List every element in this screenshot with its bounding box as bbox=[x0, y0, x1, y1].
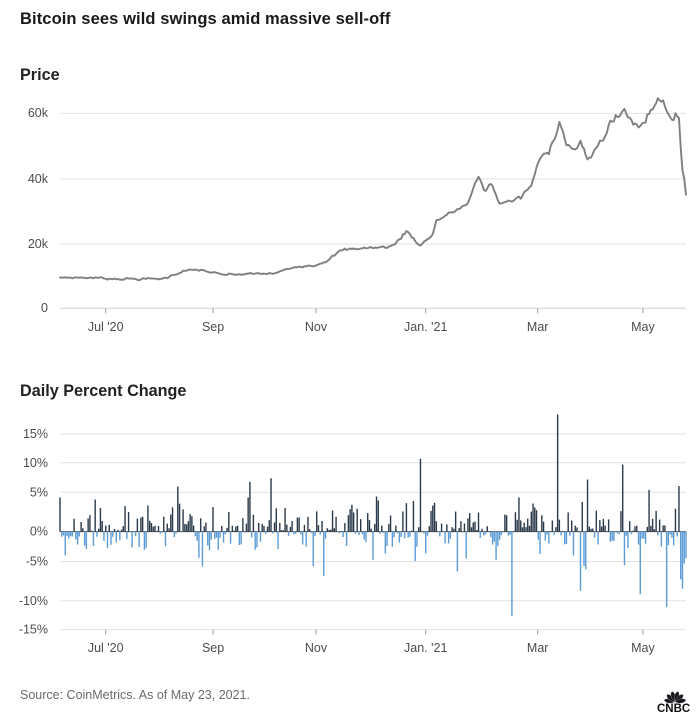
svg-text:CNBC: CNBC bbox=[657, 703, 690, 714]
svg-text:Nov: Nov bbox=[305, 641, 328, 655]
svg-text:5%: 5% bbox=[30, 485, 48, 499]
svg-text:20k: 20k bbox=[28, 237, 49, 251]
svg-text:Sep: Sep bbox=[202, 641, 224, 655]
svg-text:May: May bbox=[631, 641, 655, 655]
svg-text:Mar: Mar bbox=[527, 320, 549, 334]
svg-text:0: 0 bbox=[41, 301, 48, 315]
svg-text:-5%: -5% bbox=[26, 555, 48, 569]
svg-text:Mar: Mar bbox=[527, 641, 549, 655]
svg-text:Jul '20: Jul '20 bbox=[88, 641, 124, 655]
svg-text:-10%: -10% bbox=[19, 594, 48, 608]
svg-text:Jan. '21: Jan. '21 bbox=[404, 641, 447, 655]
svg-text:Jan. '21: Jan. '21 bbox=[404, 320, 447, 334]
svg-text:0%: 0% bbox=[30, 525, 48, 539]
svg-text:15%: 15% bbox=[23, 427, 48, 441]
svg-text:Nov: Nov bbox=[305, 320, 328, 334]
svg-text:40k: 40k bbox=[28, 172, 49, 186]
svg-text:Sep: Sep bbox=[202, 320, 224, 334]
svg-text:Jul '20: Jul '20 bbox=[88, 320, 124, 334]
svg-text:60k: 60k bbox=[28, 106, 49, 120]
svg-text:10%: 10% bbox=[23, 456, 48, 470]
svg-text:-15%: -15% bbox=[19, 623, 48, 637]
svg-text:May: May bbox=[631, 320, 655, 334]
